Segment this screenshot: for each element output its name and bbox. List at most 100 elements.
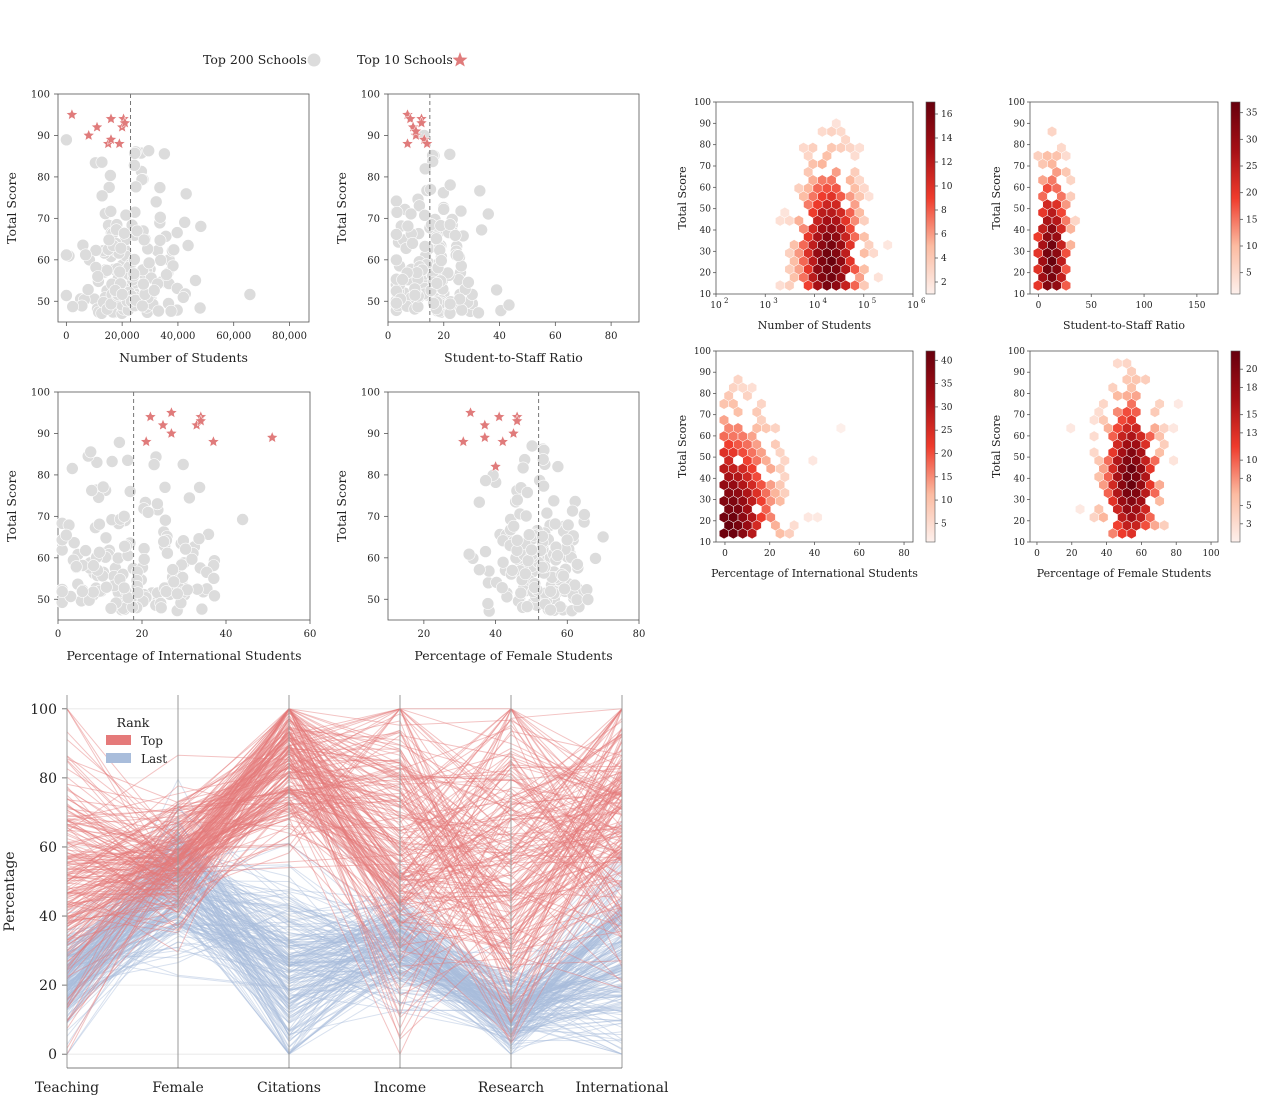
top200-point [475,223,488,237]
rank-last-line [66,879,623,991]
rank-last-line [66,867,623,988]
top200-point [551,549,564,562]
rank-last-line [66,856,623,1022]
rank-top-line [66,768,623,866]
x-tick-label: 40 [220,629,233,640]
rank-last-line [66,925,623,1031]
rank-top-line [66,720,623,1026]
colorbar-tick-label: 18 [1246,383,1258,393]
rank-top-line [66,720,623,1003]
top200-point [418,240,432,253]
rank-top-line [66,731,623,913]
top200-point [117,509,131,523]
y-axis-label: Total Score [676,415,689,478]
rank-top-line [66,708,623,969]
top200-point [102,181,116,194]
top10-star [492,410,506,423]
top10-star [139,435,153,448]
top200-point [137,552,151,566]
rank-top-line [66,747,623,906]
rank-last-line [66,873,623,1032]
rank-legend: Rank Top Last [106,715,167,766]
rank-top-line [66,718,623,927]
rank-top-line [66,708,623,923]
top200-point [472,495,486,509]
top200-point [437,203,451,216]
top200-point [396,273,409,286]
y-tick-label: 80 [1014,141,1026,151]
rank-top-line [66,770,623,938]
colorbar-tick-label: 10 [1246,242,1258,252]
rank-last-line [66,879,623,1043]
rank-last-line [66,894,623,1055]
x-tick-label: 10 [760,301,772,311]
rank-top-line [66,722,623,943]
rank-top-line [66,744,623,967]
rank-top-line [66,734,623,1009]
top200-point [70,560,83,573]
y-tick-label: 10 [700,538,712,548]
colorbar-tick-label: 10 [941,496,953,506]
rank-last-line [66,869,623,1043]
top200-point [390,194,403,208]
scatter-female-frame [387,391,640,621]
rank-top-line [66,766,623,981]
rank-top-line [66,735,623,949]
rank-top-line [66,728,623,964]
top200-point [160,268,173,282]
rank-last-line [66,868,623,1035]
hex-bin [854,142,865,154]
rank-top-line [66,707,623,923]
rank-last-line [66,904,623,1005]
top200-point [183,491,196,505]
colorbar [925,350,936,543]
rank-top-line [66,779,623,1038]
rank-last-line [66,929,623,1055]
rank-last-line [66,889,623,1049]
colorbar-tick-label: 6 [941,230,947,240]
rank-top-line [66,732,623,954]
top200-point [479,545,492,558]
top200-point [131,586,145,600]
x-axis-label: Percentage of Female Students [414,648,612,663]
rank-top-line [66,786,623,905]
y-tick-label: 40 [39,909,57,925]
top10-star [420,137,434,150]
top200-point [481,207,495,221]
rank-top-line [66,775,623,921]
rank-last-line [66,899,623,1010]
x-tick-exponent: 6 [921,297,926,305]
top200-point [390,206,404,219]
rank-top-line [66,708,623,967]
hex-bin [770,422,781,434]
colorbar-tick-label: 12 [941,158,952,168]
y-tick-label: 50 [700,453,712,463]
rank-top-line [66,762,623,983]
rank-last-line [66,917,623,998]
rank-top-line [66,708,623,937]
rank-last-line [66,886,623,1020]
rank-last-line [66,892,623,994]
colorbar-tick-label: 20 [1246,365,1258,375]
rank-last-line [66,830,623,1016]
x-tick-label: 60 [549,331,562,342]
y-tick-label: 60 [37,255,50,266]
rank-last-line [66,867,623,1017]
x-tick-label: 60 [561,629,574,640]
rank-last-line [66,875,623,1002]
legend-label-last: Last [141,752,167,766]
rank-top-line [66,707,623,971]
rank-top-line [66,732,623,1021]
rank-top-line [66,767,623,904]
top200-point [544,584,557,598]
rank-top-line [66,736,623,1022]
top200-point [161,546,174,560]
rank-top-line [66,764,623,925]
rank-top-line [66,754,623,945]
hex-bin [1149,422,1160,434]
category-label: Citations [257,1080,321,1096]
hex-bin [859,231,870,243]
rank-top-line [66,741,623,946]
top200-point [411,300,425,314]
top200-point [181,239,195,252]
